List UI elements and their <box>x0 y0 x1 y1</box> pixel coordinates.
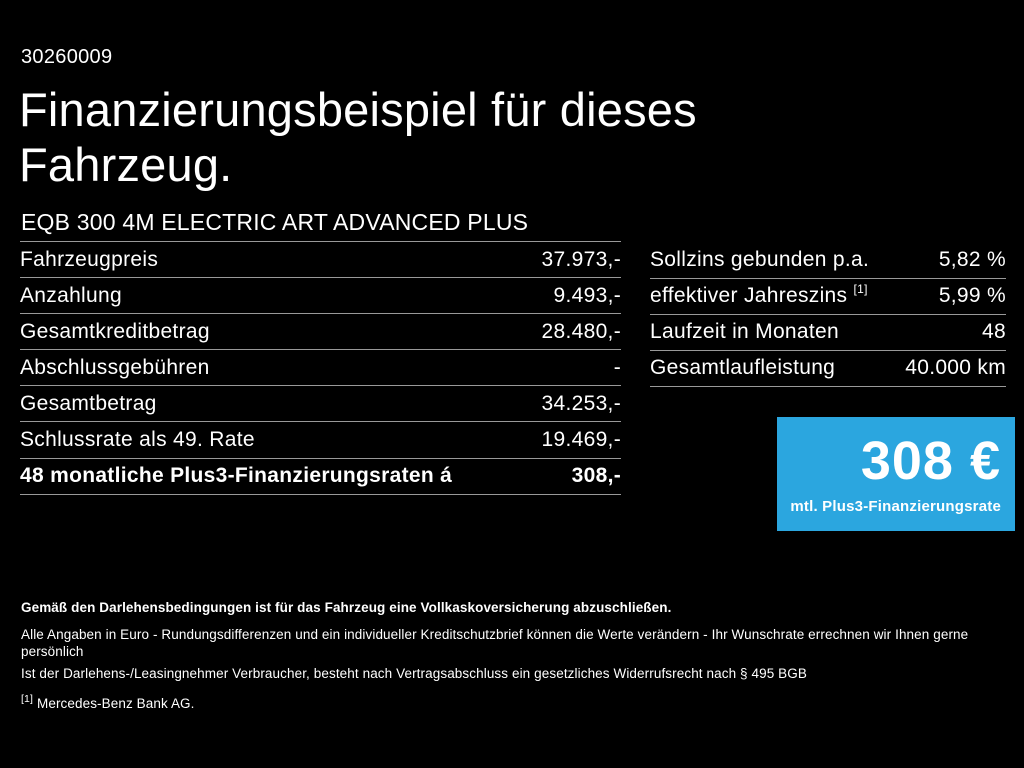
table-row-effektiver-jahreszins: effektiver Jahreszins [1] 5,99 % <box>650 279 1006 315</box>
table-row-gesamtkreditbetrag: Gesamtkreditbetrag 28.480,- <box>20 314 621 351</box>
row-label: effektiver Jahreszins [1] <box>650 282 868 308</box>
footnote: [1] Mercedes-Benz Bank AG. <box>21 692 1001 712</box>
table-row-gesamtlaufleistung: Gesamtlaufleistung 40.000 km <box>650 351 1006 387</box>
row-value: 5,99 % <box>938 284 1006 308</box>
table-row-fahrzeugpreis: Fahrzeugpreis 37.973,- <box>20 242 621 279</box>
credit-conditions-table: Sollzins gebunden p.a. 5,82 % effektiver… <box>650 243 1006 387</box>
row-value: 9.493,- <box>553 283 621 307</box>
row-value: 34.253,- <box>541 391 621 415</box>
row-label: Schlussrate als 49. Rate <box>20 428 255 452</box>
footnote-reference-mark: [1] <box>853 282 868 297</box>
page-title: Finanzierungsbeispiel für dieses Fahrzeu… <box>19 82 697 192</box>
row-label: Anzahlung <box>20 283 122 307</box>
table-row-anzahlung: Anzahlung 9.493,- <box>20 278 621 315</box>
finance-details-table: Fahrzeugpreis 37.973,- Anzahlung 9.493,-… <box>20 241 621 495</box>
vehicle-model-name: EQB 300 4M ELECTRIC ART ADVANCED PLUS <box>21 209 529 235</box>
monthly-rate-caption: mtl. Plus3-Finanzierungsrate <box>790 497 1001 515</box>
row-value: 48 <box>982 320 1006 344</box>
footnote-text: Mercedes-Benz Bank AG. <box>36 696 195 711</box>
row-value: - <box>613 355 621 379</box>
table-row-monatsraten: 48 monatliche Plus3-Finanzierungsraten á… <box>20 459 621 495</box>
row-value: 40.000 km <box>905 356 1006 380</box>
table-row-schlussrate: Schlussrate als 49. Rate 19.469,- <box>20 422 621 459</box>
monthly-rate-amount: 308 € <box>860 430 1001 491</box>
row-value: 37.973,- <box>541 247 621 271</box>
row-label: Laufzeit in Monaten <box>650 320 839 344</box>
row-value: 308,- <box>571 464 621 488</box>
table-row-laufzeit: Laufzeit in Monaten 48 <box>650 315 1006 351</box>
table-row-gesamtbetrag: Gesamtbetrag 34.253,- <box>20 386 621 423</box>
disclaimer-line-1: Alle Angaben in Euro - Rundungsdifferenz… <box>21 627 969 659</box>
monthly-rate-box: 308 € mtl. Plus3-Finanzierungsrate <box>777 417 1015 531</box>
row-label: Gesamtlaufleistung <box>650 356 836 380</box>
row-label: Abschlussgebühren <box>20 355 210 379</box>
disclaimer-line-2: Ist der Darlehens-/Leasingnehmer Verbrau… <box>21 666 807 681</box>
row-label: Gesamtkreditbetrag <box>20 319 210 343</box>
page-title-line-2: Fahrzeug. <box>19 138 233 191</box>
table-row-abschlussgebuehren: Abschlussgebühren - <box>20 350 621 387</box>
insurance-note: Gemäß den Darlehensbedingungen ist für d… <box>21 600 672 615</box>
row-label: 48 monatliche Plus3-Finanzierungsraten á <box>20 464 453 488</box>
legal-footer: Gemäß den Darlehensbedingungen ist für d… <box>21 599 1001 712</box>
row-label: Gesamtbetrag <box>20 391 157 415</box>
row-value: 5,82 % <box>938 248 1006 272</box>
document-number: 30260009 <box>21 46 113 68</box>
row-value: 19.469,- <box>541 428 621 452</box>
row-label-text: effektiver Jahreszins <box>650 284 848 308</box>
footnote-mark: [1] <box>21 692 33 705</box>
page-title-line-1: Finanzierungsbeispiel für dieses <box>19 83 697 136</box>
table-row-sollzins: Sollzins gebunden p.a. 5,82 % <box>650 243 1006 279</box>
row-value: 28.480,- <box>541 319 621 343</box>
row-label: Sollzins gebunden p.a. <box>650 248 870 272</box>
row-label: Fahrzeugpreis <box>20 247 159 271</box>
